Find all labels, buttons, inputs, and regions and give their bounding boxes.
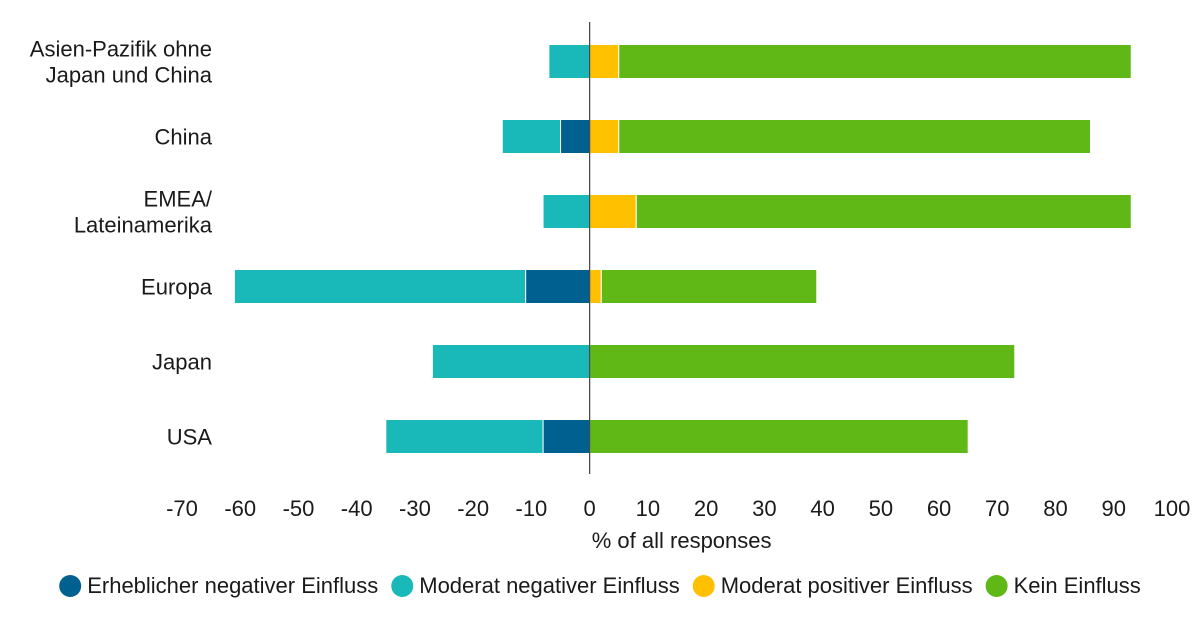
category-label-china: China <box>155 125 213 150</box>
legend-marker-moderat-negativer-einfluss <box>391 575 414 597</box>
bar-china-erheblicher-negativer-einfluss <box>560 119 591 154</box>
bar-europa-moderat-negativer-einfluss <box>233 269 527 304</box>
x-tick-label: 100 <box>1154 496 1191 521</box>
legend-marker-kein-einfluss <box>985 575 1008 597</box>
x-tick-label: 80 <box>1043 496 1067 521</box>
x-tick-label: 50 <box>869 496 893 521</box>
x-tick-label: -60 <box>224 496 256 521</box>
bar-usa-erheblicher-negativer-einfluss <box>542 419 591 454</box>
legend-label-erheblicher-negativer-einfluss: Erheblicher negativer Einfluss <box>87 573 378 598</box>
bar-asien-pazifik-ohne-japan-und-china-kein-einfluss <box>618 44 1132 79</box>
bar-europa-moderat-positiver-einfluss <box>589 269 602 304</box>
bar-emea-lateinamerika-moderat-positiver-einfluss <box>589 194 637 229</box>
category-label-line: USA <box>167 425 213 450</box>
legend-label-kein-einfluss: Kein Einfluss <box>1014 573 1141 598</box>
bar-japan-moderat-negativer-einfluss <box>431 344 591 379</box>
category-label-asien-pazifik-ohne-japan-und-china: Asien-Pazifik ohne Japan und China <box>30 37 213 88</box>
x-tick-label: -40 <box>341 496 373 521</box>
category-label-line: China <box>155 125 213 150</box>
category-label-japan: Japan <box>152 350 212 375</box>
x-tick-label: 40 <box>810 496 834 521</box>
x-axis-title: % of all responses <box>592 528 772 553</box>
category-label-line: Japan und China <box>46 63 213 88</box>
x-tick-label: 90 <box>1102 496 1126 521</box>
category-label-line: Asien-Pazifik ohne <box>30 37 212 62</box>
x-tick-label: 0 <box>584 496 596 521</box>
bar-europa-kein-einfluss <box>600 269 818 304</box>
category-label-usa: USA <box>167 425 213 450</box>
bar-usa-kein-einfluss <box>589 419 969 454</box>
bar-usa-moderat-negativer-einfluss <box>385 419 544 454</box>
legend-label-moderat-negativer-einfluss: Moderat negativer Einfluss <box>419 573 679 598</box>
x-tick-label: 70 <box>985 496 1009 521</box>
category-label-line: EMEA/ <box>144 187 213 212</box>
bar-asien-pazifik-ohne-japan-und-china-moderat-negativer-einfluss <box>548 44 591 79</box>
bar-europa-erheblicher-negativer-einfluss <box>525 269 591 304</box>
x-tick-label: -10 <box>516 496 548 521</box>
bar-emea-lateinamerika-kein-einfluss <box>635 194 1132 229</box>
legend: Erheblicher negativer Einfluss Moderat ne… <box>59 573 1141 598</box>
x-tick-label: 60 <box>927 496 951 521</box>
category-label-line: Lateinamerika <box>74 213 213 238</box>
bar-emea-lateinamerika-moderat-negativer-einfluss <box>542 194 591 229</box>
category-labels: Asien-Pazifik ohne Japan und China China EM… <box>30 37 213 450</box>
bar-china-kein-einfluss <box>618 119 1091 154</box>
legend-label-moderat-positiver-einfluss: Moderat positiver Einfluss <box>721 573 973 598</box>
bar-japan-kein-einfluss <box>589 344 1016 379</box>
category-label-europa: Europa <box>141 275 213 300</box>
x-tick-label: 30 <box>752 496 776 521</box>
bars-group <box>233 44 1132 454</box>
category-label-emea-lateinamerika: EMEA/Lateinamerika <box>74 187 213 238</box>
x-tick-label: -50 <box>283 496 315 521</box>
x-axis-tick-labels: -70 -60 -50 -40 -30 -20 -10 0 10 20 30 40 50 60 70 80 90… <box>166 496 1190 521</box>
bar-asien-pazifik-ohne-japan-und-china-moderat-positiver-einfluss <box>589 44 620 79</box>
bar-china-moderat-positiver-einfluss <box>589 119 620 154</box>
bar-china-moderat-negativer-einfluss <box>501 119 562 154</box>
x-tick-label: -70 <box>166 496 198 521</box>
legend-marker-moderat-positiver-einfluss <box>692 575 715 597</box>
category-label-line: Europa <box>141 275 213 300</box>
category-label-line: Japan <box>152 350 212 375</box>
x-tick-label: 20 <box>694 496 718 521</box>
x-tick-label: -20 <box>457 496 489 521</box>
legend-marker-erheblicher-negativer-einfluss <box>59 575 82 597</box>
x-tick-label: -30 <box>399 496 431 521</box>
x-tick-label: 10 <box>636 496 660 521</box>
